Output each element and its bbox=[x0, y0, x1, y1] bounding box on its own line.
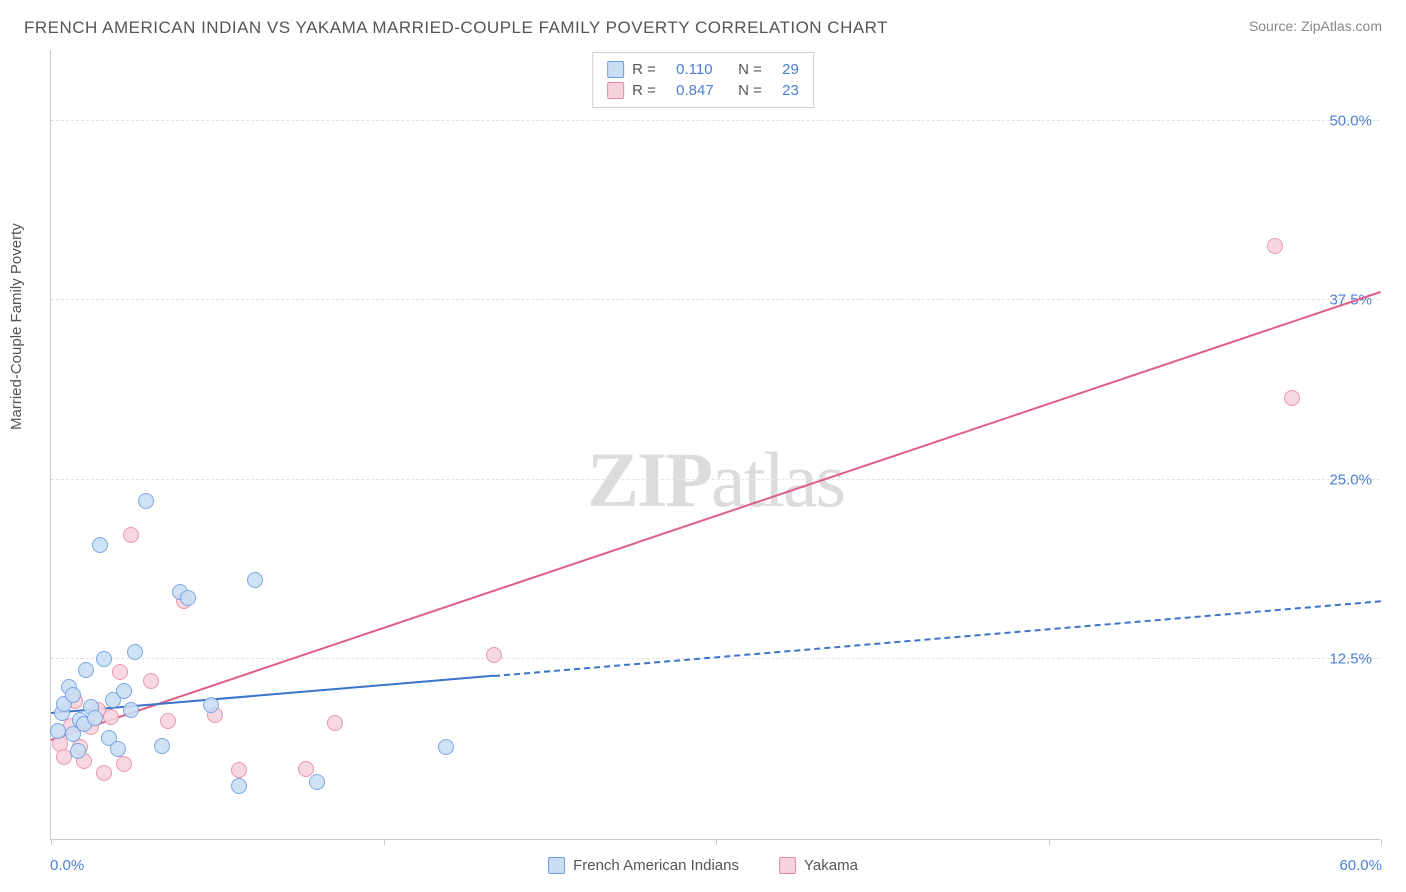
legend-item-series2: Yakama bbox=[779, 857, 858, 874]
data-point bbox=[486, 647, 502, 663]
data-point bbox=[112, 664, 128, 680]
legend-item-series1: French American Indians bbox=[548, 857, 739, 874]
swatch-series2 bbox=[607, 82, 624, 99]
data-point bbox=[143, 673, 159, 689]
data-point bbox=[203, 697, 219, 713]
data-point bbox=[231, 762, 247, 778]
gridline bbox=[51, 120, 1380, 121]
data-point bbox=[65, 687, 81, 703]
data-point bbox=[123, 702, 139, 718]
x-tick bbox=[716, 839, 717, 845]
x-tick bbox=[1381, 839, 1382, 845]
data-point bbox=[96, 765, 112, 781]
data-point bbox=[116, 683, 132, 699]
data-point bbox=[50, 723, 66, 739]
scatter-plot-area: ZIPatlas 12.5%25.0%37.5%50.0% bbox=[50, 50, 1380, 840]
data-point bbox=[160, 713, 176, 729]
data-point bbox=[180, 590, 196, 606]
data-point bbox=[116, 756, 132, 772]
data-point bbox=[1267, 238, 1283, 254]
data-point bbox=[78, 662, 94, 678]
y-tick-label: 25.0% bbox=[1329, 471, 1372, 488]
swatch-series1-bottom bbox=[548, 857, 565, 874]
x-tick bbox=[1049, 839, 1050, 845]
series-legend: French American Indians Yakama bbox=[548, 857, 858, 874]
legend-row-series2: R = 0.847 N = 23 bbox=[607, 80, 799, 101]
data-point bbox=[1284, 390, 1300, 406]
gridline bbox=[51, 299, 1380, 300]
legend-row-series1: R = 0.110 N = 29 bbox=[607, 59, 799, 80]
data-point bbox=[96, 651, 112, 667]
x-tick bbox=[51, 839, 52, 845]
trend-line bbox=[51, 291, 1382, 741]
trend-line bbox=[494, 600, 1381, 677]
x-axis-max-label: 60.0% bbox=[1339, 857, 1382, 874]
chart-title: FRENCH AMERICAN INDIAN VS YAKAMA MARRIED… bbox=[24, 18, 888, 38]
data-point bbox=[127, 644, 143, 660]
data-point bbox=[231, 778, 247, 794]
data-point bbox=[154, 738, 170, 754]
swatch-series1 bbox=[607, 61, 624, 78]
y-tick-label: 12.5% bbox=[1329, 651, 1372, 668]
data-point bbox=[110, 741, 126, 757]
source-attribution: Source: ZipAtlas.com bbox=[1249, 18, 1382, 34]
data-point bbox=[247, 572, 263, 588]
y-tick-label: 50.0% bbox=[1329, 112, 1372, 129]
data-point bbox=[87, 710, 103, 726]
data-point bbox=[103, 709, 119, 725]
swatch-series2-bottom bbox=[779, 857, 796, 874]
gridline bbox=[51, 479, 1380, 480]
watermark-text: ZIPatlas bbox=[587, 435, 844, 525]
y-axis-label: Married-Couple Family Poverty bbox=[8, 223, 25, 430]
x-tick bbox=[384, 839, 385, 845]
data-point bbox=[92, 537, 108, 553]
data-point bbox=[70, 743, 86, 759]
data-point bbox=[309, 774, 325, 790]
correlation-legend: R = 0.110 N = 29 R = 0.847 N = 23 bbox=[592, 52, 814, 108]
gridline bbox=[51, 658, 1380, 659]
x-axis-min-label: 0.0% bbox=[50, 857, 84, 874]
data-point bbox=[438, 739, 454, 755]
data-point bbox=[327, 715, 343, 731]
data-point bbox=[138, 493, 154, 509]
data-point bbox=[123, 527, 139, 543]
